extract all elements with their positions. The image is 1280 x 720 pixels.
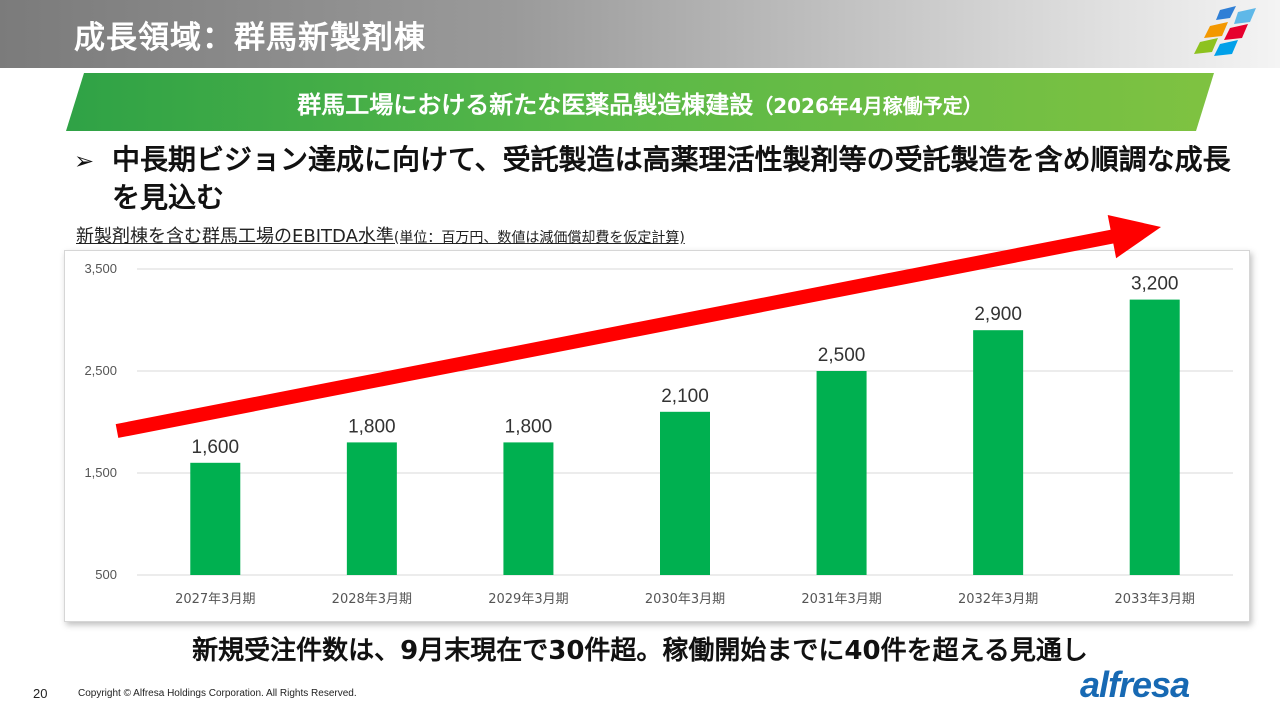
bar	[503, 442, 554, 575]
x-tick-label: 2027年3月期	[175, 592, 255, 607]
chart-caption-unit: (単位：百万円、数値は減価償却費を仮定計算)	[393, 230, 685, 246]
banner-main-text: 群馬工場における新たな医薬品製造棟建設	[297, 91, 754, 119]
bar	[190, 462, 241, 575]
copyright-text: Copyright © Alfresa Holdings Corporation…	[78, 688, 357, 699]
ebitda-bar-chart: 500 1,500 2,500 3,500 1,600 2027年3月期 1,800 2028…	[84, 215, 1233, 607]
bar	[660, 411, 710, 575]
trend-arrow-icon	[115, 215, 1162, 438]
y-tick-label: 500	[95, 567, 117, 582]
bar-value-label: 2,100	[661, 386, 709, 407]
bar-value-label: 3,200	[1131, 274, 1179, 295]
x-tick-label: 2028年3月期	[332, 592, 412, 607]
x-tick-label: 2031年3月期	[801, 592, 881, 607]
bar-value-label: 1,800	[505, 416, 553, 437]
title-bar: 成長領域：群馬新製剤棟	[0, 0, 1280, 68]
footer-statement: 新規受注件数は、9月末現在で30件超。稼働開始までに40件を超える見通し	[192, 636, 1088, 666]
x-tick-label: 2030年3月期	[645, 592, 725, 607]
chart-caption-main: 新製剤棟を含む群馬工場のEBITDA水準	[76, 226, 394, 247]
x-tick-label: 2032年3月期	[958, 592, 1038, 607]
x-tick-label: 2029年3月期	[488, 592, 568, 607]
bar	[816, 371, 867, 575]
bar	[973, 330, 1024, 575]
y-tick-label: 2,500	[84, 363, 117, 378]
bar-value-label: 1,600	[192, 437, 240, 458]
page-title: 成長領域：群馬新製剤棟	[74, 20, 426, 56]
chart-frame: 500 1,500 2,500 3,500 1,600 2027年3月期 1,800 2028…	[64, 215, 1250, 622]
bar-value-label: 2,500	[818, 345, 866, 366]
x-tick-label: 2033年3月期	[1115, 592, 1195, 607]
bar-value-label: 1,800	[348, 416, 396, 437]
trend-arrow	[115, 215, 1162, 438]
y-tick-label: 3,500	[84, 261, 117, 276]
bullet-arrow-icon: ➢	[74, 147, 95, 175]
bar	[346, 442, 397, 575]
bullet-text: 中長期ビジョン達成に向けて、受託製造は高薬理活性製剤等の受託製造を含め順調な成長…	[112, 143, 1231, 214]
chart-caption: 新製剤棟を含む群馬工場のEBITDA水準(単位：百万円、数値は減価償却費を仮定計…	[76, 222, 685, 248]
bar-value-label: 2,900	[974, 304, 1022, 325]
headline-banner: 群馬工場における新たな医薬品製造棟建設（2026年4月稼働予定）	[66, 73, 1214, 131]
bar	[1129, 299, 1180, 575]
y-tick-label: 1,500	[84, 465, 117, 480]
alfresa-logo-mark-icon	[1194, 6, 1256, 56]
page-number: 20	[33, 686, 48, 701]
banner-sub-text: （2026年4月稼働予定）	[753, 94, 983, 118]
banner-text: 群馬工場における新たな医薬品製造棟建設（2026年4月稼働予定）	[66, 85, 1214, 120]
brand-logo: alfresa	[1080, 664, 1190, 705]
